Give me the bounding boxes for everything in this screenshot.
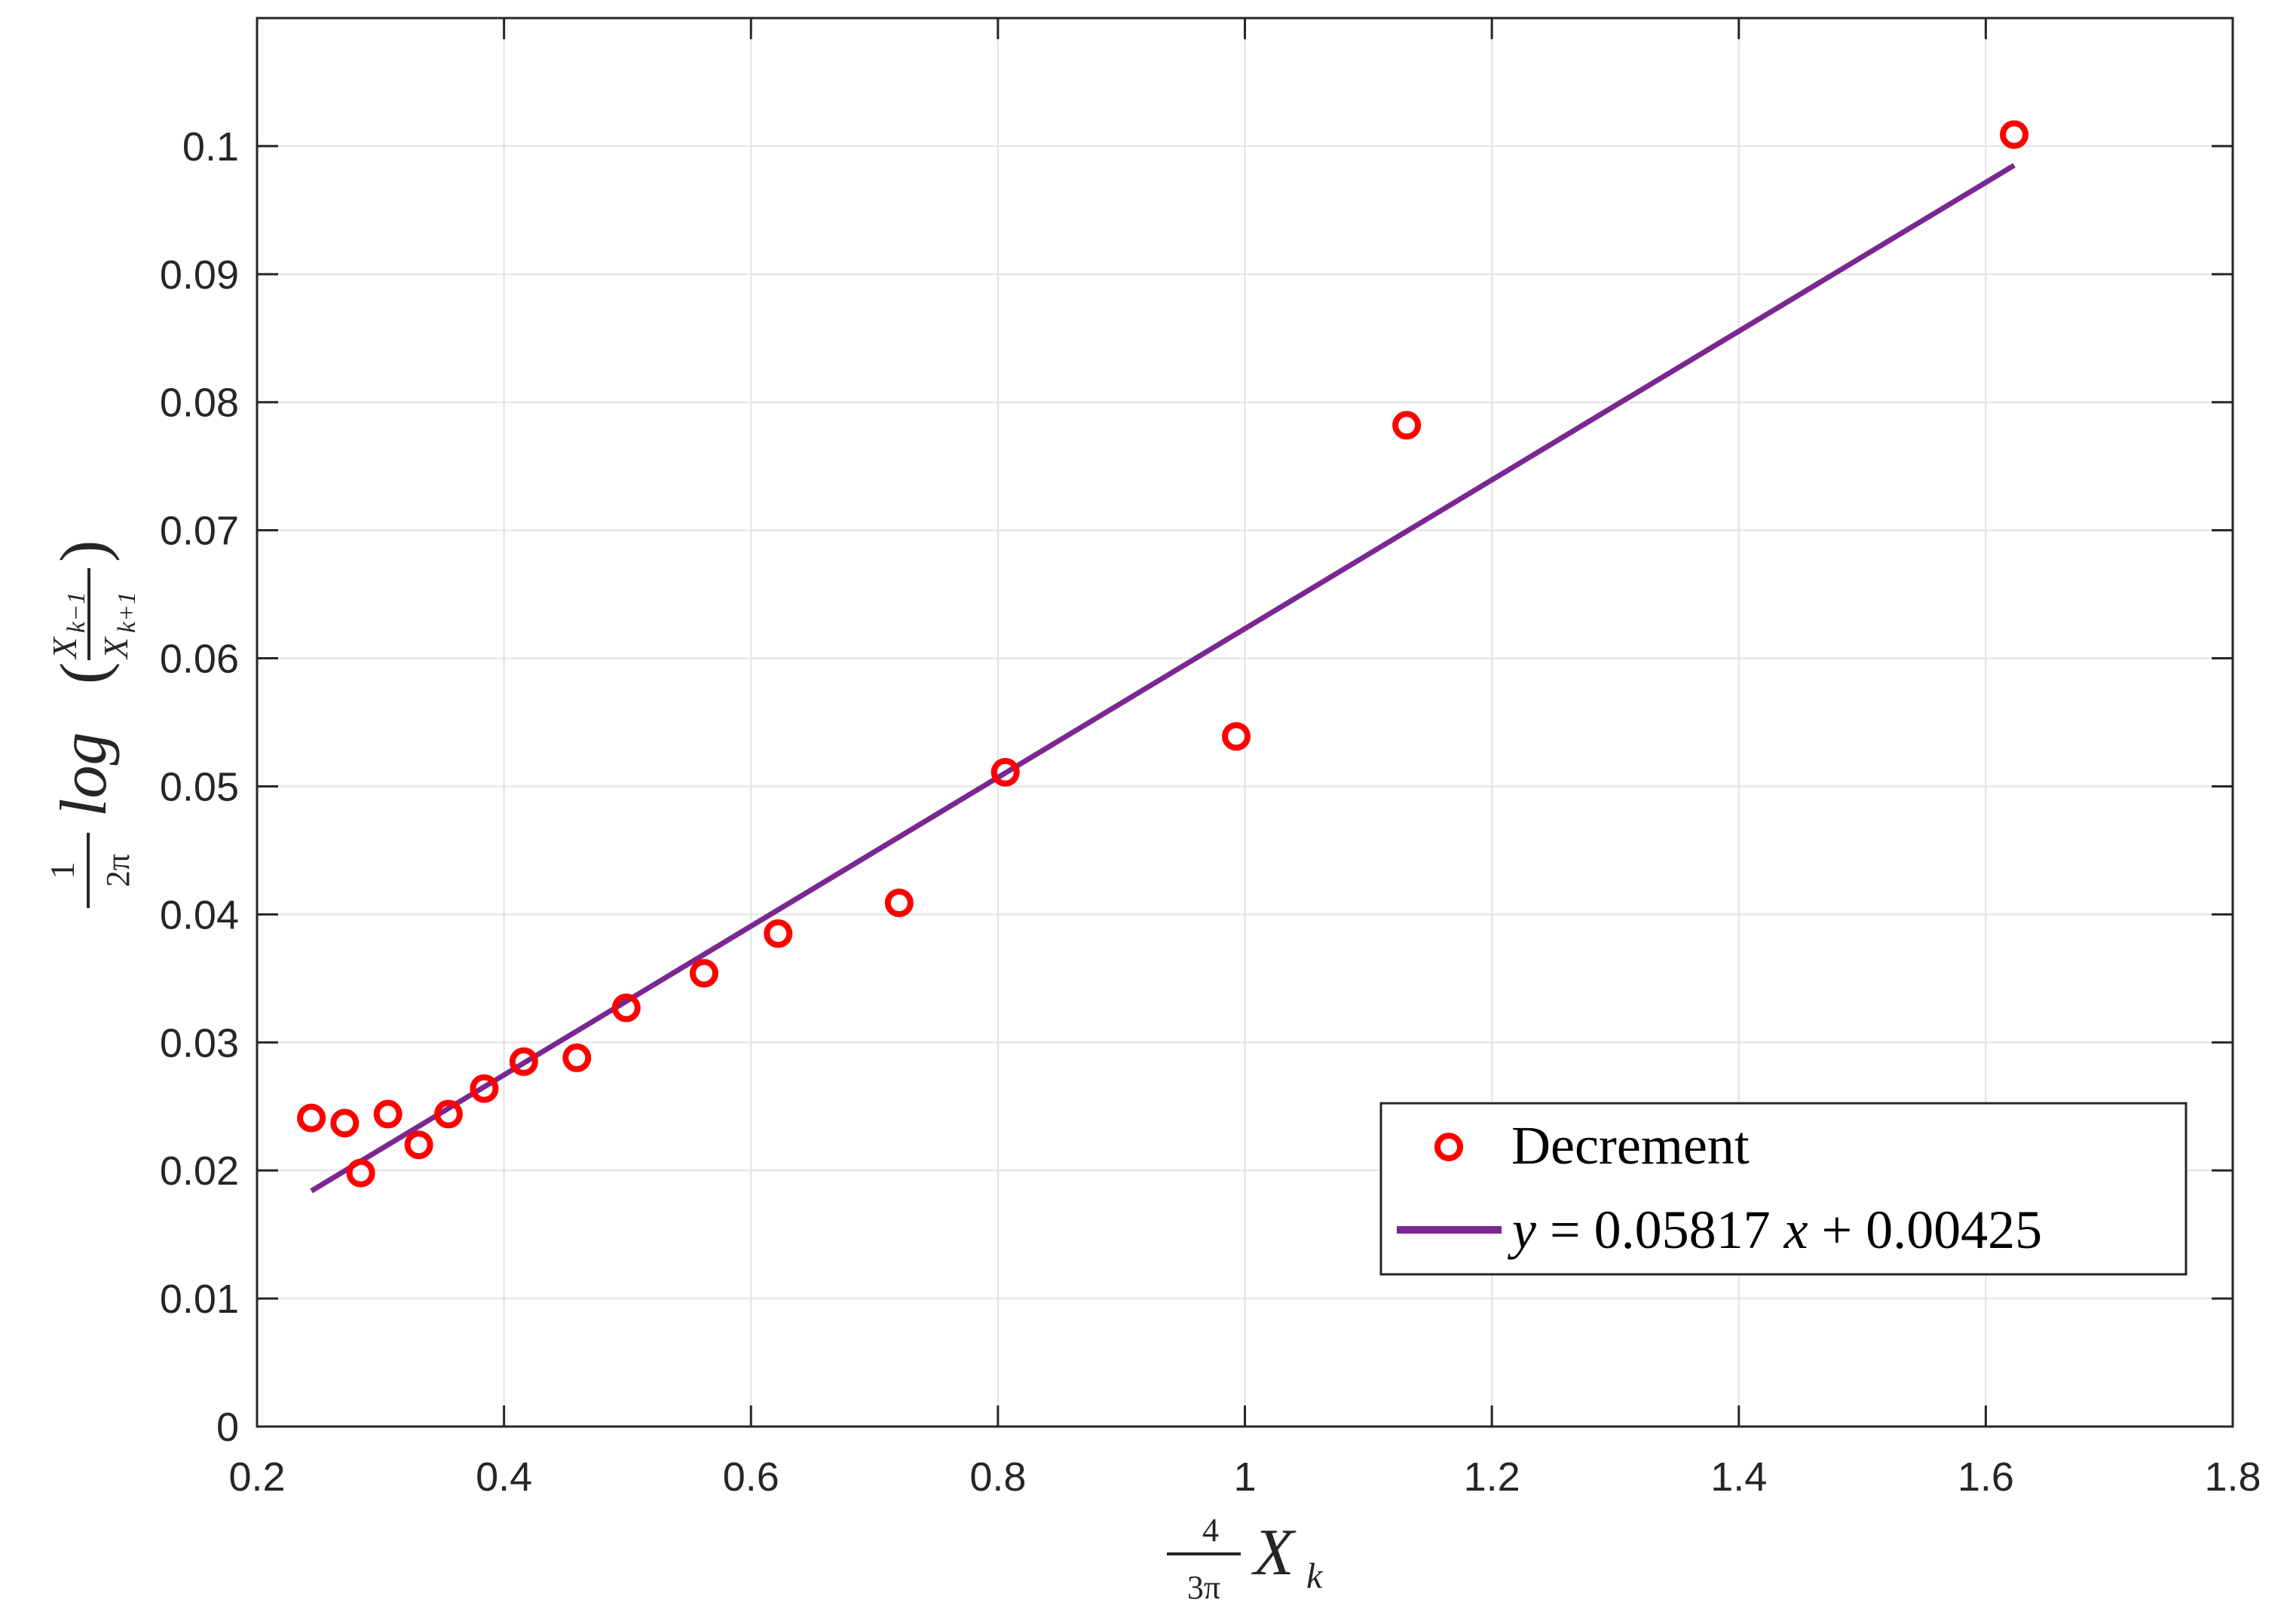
- decrement-point-3: [346, 1158, 375, 1188]
- y-label-inner-numerator-variable: X: [45, 636, 84, 660]
- legend-scatter-marker: [1434, 1133, 1463, 1161]
- y-axis-label: 1 2π log ( X k−1 X k+1 ): [43, 540, 141, 908]
- y-tick-label-2: 0.02: [160, 1148, 239, 1194]
- y-label-function: log: [47, 732, 121, 817]
- legend-box: [1379, 1102, 2188, 1276]
- x-label-fraction-numerator: 4: [1202, 1512, 1219, 1549]
- decrement-point-6: [433, 1099, 463, 1129]
- y-tick-label-0: 0: [216, 1405, 239, 1450]
- legend-fit-slope: 0.05817: [1594, 1200, 1771, 1260]
- plot-area: [297, 120, 2029, 1194]
- x-label-variable: X: [1251, 1516, 1297, 1589]
- decrement-point-11: [690, 959, 719, 988]
- decrement-point-15: [1222, 722, 1251, 751]
- y-tick-label-6: 0.06: [160, 637, 239, 682]
- decrement-point-7: [470, 1074, 499, 1103]
- x-tick-label-8: 1.8: [2204, 1454, 2261, 1500]
- y-tick-label-1: 0.01: [160, 1277, 239, 1322]
- decrement-point-9: [562, 1043, 592, 1072]
- legend-fit-equals: =: [1550, 1200, 1594, 1260]
- legend-fit-plus: +: [1822, 1200, 1866, 1260]
- x-tick-label-5: 1.2: [1464, 1454, 1520, 1500]
- decrement-point-16: [1392, 411, 1422, 440]
- x-tick-label-3: 0.8: [969, 1454, 1026, 1500]
- x-tick-label-6: 1.4: [1710, 1454, 1767, 1500]
- y-tick-label-9: 0.09: [160, 252, 239, 298]
- decrement-point-12: [764, 919, 793, 948]
- y-label-fraction-denominator: 2π: [100, 854, 136, 887]
- y-label-close-paren: ): [47, 540, 121, 562]
- decrement-point-14: [990, 757, 1020, 787]
- x-label-fraction-denominator: 3π: [1187, 1569, 1220, 1606]
- y-label-fraction-numerator: 1: [43, 862, 81, 879]
- x-tick-label-4: 1: [1233, 1454, 1256, 1500]
- y-tick-label-10: 0.1: [182, 124, 239, 170]
- y-tick-label-7: 0.07: [160, 509, 239, 554]
- tick-labels: 0.2 0.4 0.6 0.8 1 1.2 1.4 1.6 1.8 0 0.01 0.02 0.03 0.…: [160, 124, 2261, 1500]
- x-tick-label-2: 0.6: [723, 1454, 779, 1500]
- fit-line: [310, 163, 2016, 1194]
- y-tick-label-3: 0.03: [160, 1020, 239, 1066]
- legend-fit-intercept: 0.00425: [1866, 1200, 2042, 1260]
- x-tick-label-0: 0.2: [228, 1454, 285, 1500]
- decrement-point-4: [373, 1099, 403, 1129]
- legend-fit-y: y: [1507, 1200, 1536, 1260]
- grid: [257, 18, 2233, 1427]
- y-tick-label-8: 0.08: [160, 381, 239, 426]
- decrement-point-10: [611, 993, 641, 1023]
- decrement-point-5: [404, 1130, 433, 1160]
- y-label-inner-denominator-subscript: k+1: [113, 592, 141, 633]
- decrement-point-1: [297, 1103, 326, 1133]
- decrement-point-17: [2000, 120, 2029, 149]
- decrement-point-2: [330, 1109, 360, 1138]
- decrement-point-13: [884, 888, 914, 918]
- y-label-inner-denominator-variable: X: [96, 636, 135, 660]
- legend-fit-x: x: [1783, 1200, 1808, 1260]
- decrement-point-8: [509, 1047, 538, 1076]
- legend-fit-equation: y = 0.05817 x + 0.00425: [1507, 1200, 2042, 1260]
- y-label-inner-numerator-subscript: k−1: [63, 592, 90, 633]
- x-tick-label-1: 0.4: [476, 1454, 532, 1500]
- legend: Decrement y = 0.05817 x + 0.00425: [1379, 1102, 2188, 1276]
- y-tick-label-4: 0.04: [160, 892, 239, 937]
- x-tick-label-7: 1.6: [1958, 1454, 2014, 1500]
- x-label-subscript: k: [1306, 1556, 1324, 1596]
- axes: [256, 17, 2234, 1428]
- y-label-open-paren: (: [47, 662, 121, 684]
- x-axis-label: 4 3π X k: [1167, 1512, 1324, 1606]
- legend-decrement-label: Decrement: [1511, 1115, 1750, 1176]
- y-tick-label-5: 0.05: [160, 764, 239, 809]
